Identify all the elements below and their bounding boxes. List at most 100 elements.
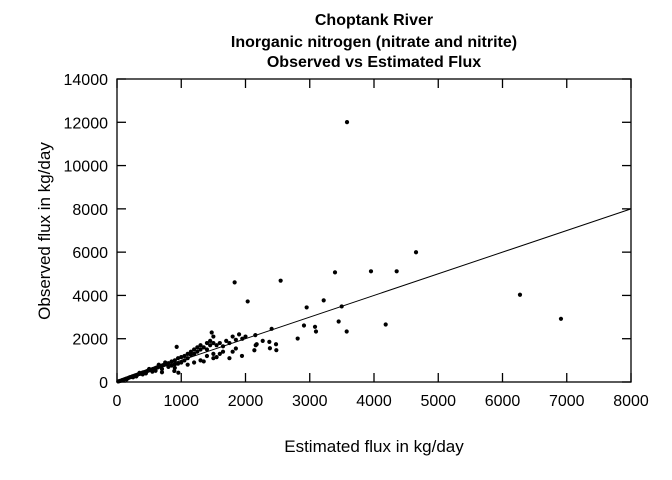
data-point xyxy=(163,360,168,365)
data-point xyxy=(224,338,229,343)
data-point xyxy=(124,377,129,382)
data-point xyxy=(269,326,274,331)
data-point xyxy=(188,352,193,358)
data-point xyxy=(201,359,206,364)
data-point xyxy=(208,343,213,348)
x-tick-label: 3000 xyxy=(292,393,328,410)
x-tick-label: 4000 xyxy=(356,393,392,410)
data-point xyxy=(175,361,181,366)
data-point xyxy=(172,358,177,363)
data-point xyxy=(172,365,177,371)
x-tick-label: 6000 xyxy=(485,393,521,410)
data-point xyxy=(211,340,216,346)
data-point xyxy=(198,343,203,348)
data-point xyxy=(214,343,219,348)
data-point xyxy=(278,278,283,283)
data-point xyxy=(230,334,235,339)
data-point xyxy=(137,370,142,376)
data-point xyxy=(159,366,165,372)
data-point xyxy=(179,360,184,365)
chart-title-line-3: Observed vs Estimated Flux xyxy=(267,54,481,71)
data-point xyxy=(274,348,279,353)
data-point xyxy=(204,340,210,346)
data-point xyxy=(192,347,197,352)
data-point xyxy=(209,330,214,335)
data-point xyxy=(188,349,193,354)
data-point xyxy=(153,368,158,373)
data-point xyxy=(150,369,155,374)
data-point xyxy=(227,356,232,361)
data-point xyxy=(172,362,177,367)
data-point xyxy=(217,340,222,346)
data-point xyxy=(273,342,279,347)
x-tick-label: 0 xyxy=(113,393,122,410)
data-point xyxy=(182,353,187,359)
data-point xyxy=(134,374,139,379)
data-point xyxy=(253,333,258,338)
x-tick-label: 5000 xyxy=(420,393,456,410)
data-point xyxy=(185,351,190,356)
data-point xyxy=(394,269,399,274)
y-axis-label: Observed flux in kg/day xyxy=(35,142,54,320)
y-tick-label: 6000 xyxy=(72,245,108,262)
data-point xyxy=(147,366,152,372)
y-tick-label: 8000 xyxy=(72,202,108,219)
data-point xyxy=(301,323,307,328)
data-point xyxy=(321,298,326,303)
data-point xyxy=(232,280,237,285)
data-point xyxy=(211,356,216,361)
data-point xyxy=(236,332,242,337)
data-point xyxy=(185,362,190,367)
y-tick-label: 14000 xyxy=(64,72,109,89)
data-point xyxy=(179,355,184,360)
data-point xyxy=(220,349,226,354)
data-point xyxy=(245,299,250,304)
data-point xyxy=(204,347,210,352)
data-point xyxy=(233,346,238,351)
chart-title-line-2: Inorganic nitrogen (nitrate and nitrite) xyxy=(231,34,517,51)
data-point xyxy=(295,336,300,341)
data-point xyxy=(332,270,338,275)
data-point xyxy=(240,336,245,341)
data-point xyxy=(368,269,374,274)
data-point xyxy=(211,334,216,339)
y-tick-label: 0 xyxy=(99,375,108,392)
data-point xyxy=(192,360,197,365)
data-point xyxy=(313,329,319,334)
data-point xyxy=(243,334,248,339)
reference-line xyxy=(116,208,632,383)
data-point xyxy=(174,344,179,349)
data-point xyxy=(252,348,257,353)
data-point xyxy=(267,339,272,344)
data-point xyxy=(344,120,350,125)
data-point xyxy=(198,358,203,363)
data-point xyxy=(211,351,216,356)
data-point xyxy=(260,338,265,343)
data-point xyxy=(143,371,149,376)
data-point xyxy=(169,363,174,368)
data-point xyxy=(312,324,318,329)
x-axis-label: Estimated flux in kg/day xyxy=(284,437,464,456)
chart-title-line-1: Choptank River xyxy=(315,12,433,29)
data-point xyxy=(558,316,564,321)
x-tick-label: 7000 xyxy=(549,393,585,410)
data-point xyxy=(195,349,200,354)
data-point xyxy=(517,292,523,297)
data-point xyxy=(413,250,419,255)
data-point xyxy=(253,343,258,348)
x-tick-label: 1000 xyxy=(163,393,199,410)
data-point xyxy=(339,304,344,309)
data-point xyxy=(182,358,187,363)
data-point xyxy=(156,362,161,367)
x-tick-label: 2000 xyxy=(228,393,264,410)
data-point xyxy=(239,353,245,359)
data-point xyxy=(214,355,219,360)
data-point xyxy=(336,319,341,324)
data-point xyxy=(230,349,235,354)
data-point xyxy=(166,361,171,366)
data-point xyxy=(217,351,222,356)
data-point xyxy=(204,353,210,359)
data-point xyxy=(175,356,181,361)
data-point xyxy=(208,338,213,343)
